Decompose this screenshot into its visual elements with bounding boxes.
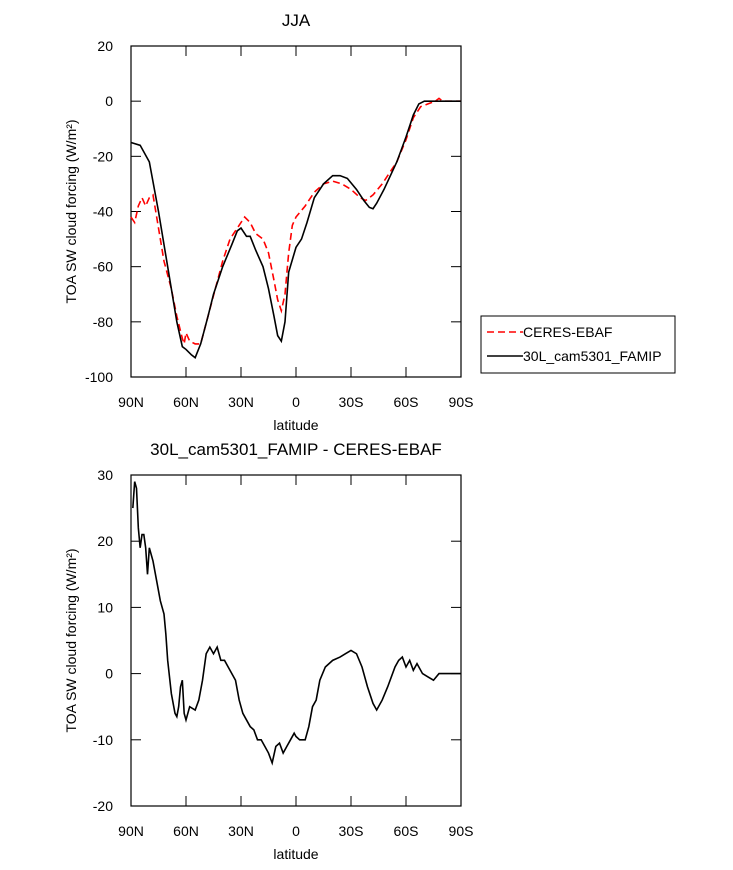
y-tick-label: -40 [93,204,113,220]
y-axis-label: TOA SW cloud forcing (W/m²) [63,548,79,732]
y-tick-label: 20 [97,38,113,54]
x-tick-label: 30S [339,823,364,839]
x-tick-label: 90S [449,823,474,839]
y-tick-label: 0 [105,666,113,682]
x-tick-label: 0 [292,394,300,410]
legend-label: CERES-EBAF [523,324,612,340]
x-tick-label: 60N [173,823,199,839]
y-axis-label: TOA SW cloud forcing (W/m²) [63,119,79,303]
y-tick-label: -100 [85,369,113,385]
plot-frame [130,474,462,807]
data-line [130,100,461,359]
plot-frame [130,45,462,378]
y-tick-label: -10 [93,732,113,748]
x-tick-label: 90S [449,394,474,410]
x-tick-label: 90N [118,394,144,410]
y-tick-label: -20 [93,798,113,814]
x-tick-label: 90N [118,823,144,839]
y-tick-label: 20 [97,533,113,549]
y-tick-label: -80 [93,314,113,330]
y-tick-label: -60 [93,259,113,275]
chart-title: JJA [282,11,311,30]
x-tick-label: 60S [394,823,419,839]
x-tick-label: 30N [228,823,254,839]
legend-box [480,315,676,374]
chart-title: 30L_cam5301_FAMIP - CERES-EBAF [150,440,442,459]
y-tick-label: -20 [93,148,113,164]
y-tick-label: 30 [97,467,113,483]
data-line [132,481,461,766]
x-tick-label: 60N [173,394,199,410]
y-tick-label: 10 [97,599,113,615]
x-tick-label: 30S [339,394,364,410]
x-tick-label: 30N [228,394,254,410]
x-tick-label: 0 [292,823,300,839]
x-axis-label: latitude [273,846,318,862]
x-tick-label: 60S [394,394,419,410]
y-tick-label: 0 [105,93,113,109]
data-line [130,97,461,345]
x-axis-label: latitude [273,417,318,433]
legend-label: 30L_cam5301_FAMIP [523,348,662,364]
